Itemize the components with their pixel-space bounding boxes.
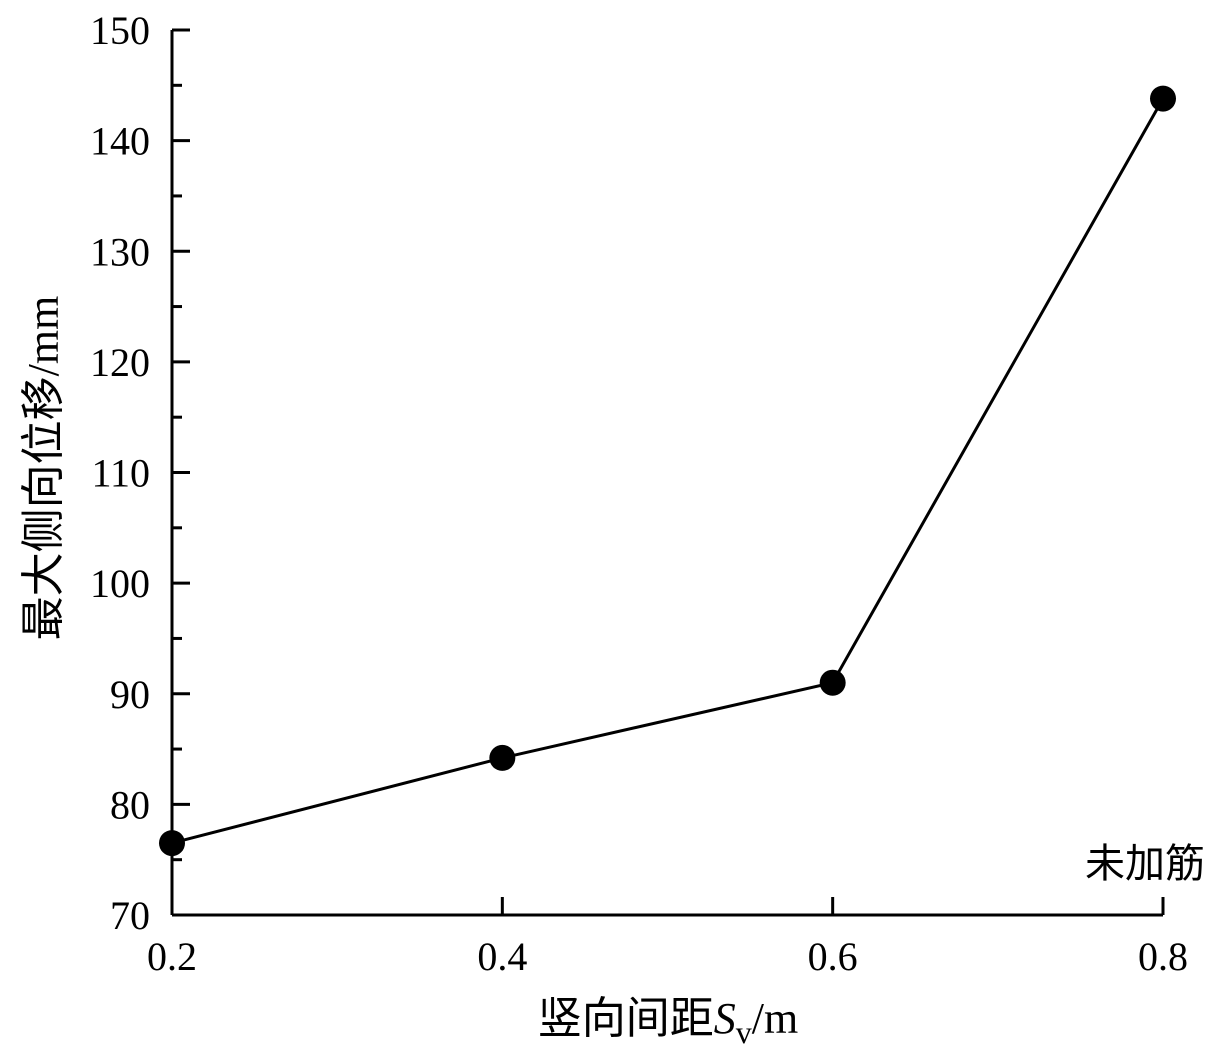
tick-labels: 70 80 90 100 110 120 130 140 150 0.2 0.4 0.6 0.8 (90, 8, 1188, 979)
y-tick-label: 100 (90, 561, 150, 606)
x-axis-title-text: 竖向间距 (538, 994, 714, 1043)
axis-titles: 竖向间距Sv/m 最大侧向位移/mm (19, 296, 798, 1050)
x-tick-label: 0.6 (808, 934, 858, 979)
series-line (171, 97, 1165, 845)
data-point (1150, 85, 1176, 112)
x-axis-title: 竖向间距Sv/m (538, 994, 798, 1050)
annotation-unreinforced: 未加筋 (1085, 841, 1205, 887)
y-tick-label: 120 (90, 340, 150, 385)
data-point (819, 669, 846, 696)
ticks (170, 28, 1165, 917)
x-axis-title-unit: /m (752, 994, 798, 1043)
x-axis-title-subscript: v (736, 1014, 752, 1050)
y-tick-label: 80 (110, 782, 150, 827)
x-tick-label: 0.4 (477, 934, 527, 979)
y-axis-title-unit: /mm (19, 296, 68, 377)
y-tick-label: 150 (90, 8, 150, 53)
annotations: 未加筋 (1085, 841, 1205, 887)
y-axis-title-text: 最大侧向位移 (19, 376, 68, 640)
x-axis-title-symbol: S (714, 994, 736, 1043)
y-tick-label: 130 (90, 229, 150, 274)
x-tick-label: 0.8 (1138, 934, 1188, 979)
series (159, 85, 1176, 857)
y-tick-label: 90 (110, 672, 150, 717)
x-tick-label: 0.2 (147, 934, 197, 979)
y-tick-label: 140 (90, 119, 150, 164)
axes (170, 30, 1163, 917)
data-point (159, 830, 185, 857)
y-tick-label: 70 (110, 893, 150, 938)
y-tick-label: 110 (91, 451, 150, 496)
data-point (489, 744, 516, 771)
y-axis-title: 最大侧向位移/mm (19, 296, 68, 641)
